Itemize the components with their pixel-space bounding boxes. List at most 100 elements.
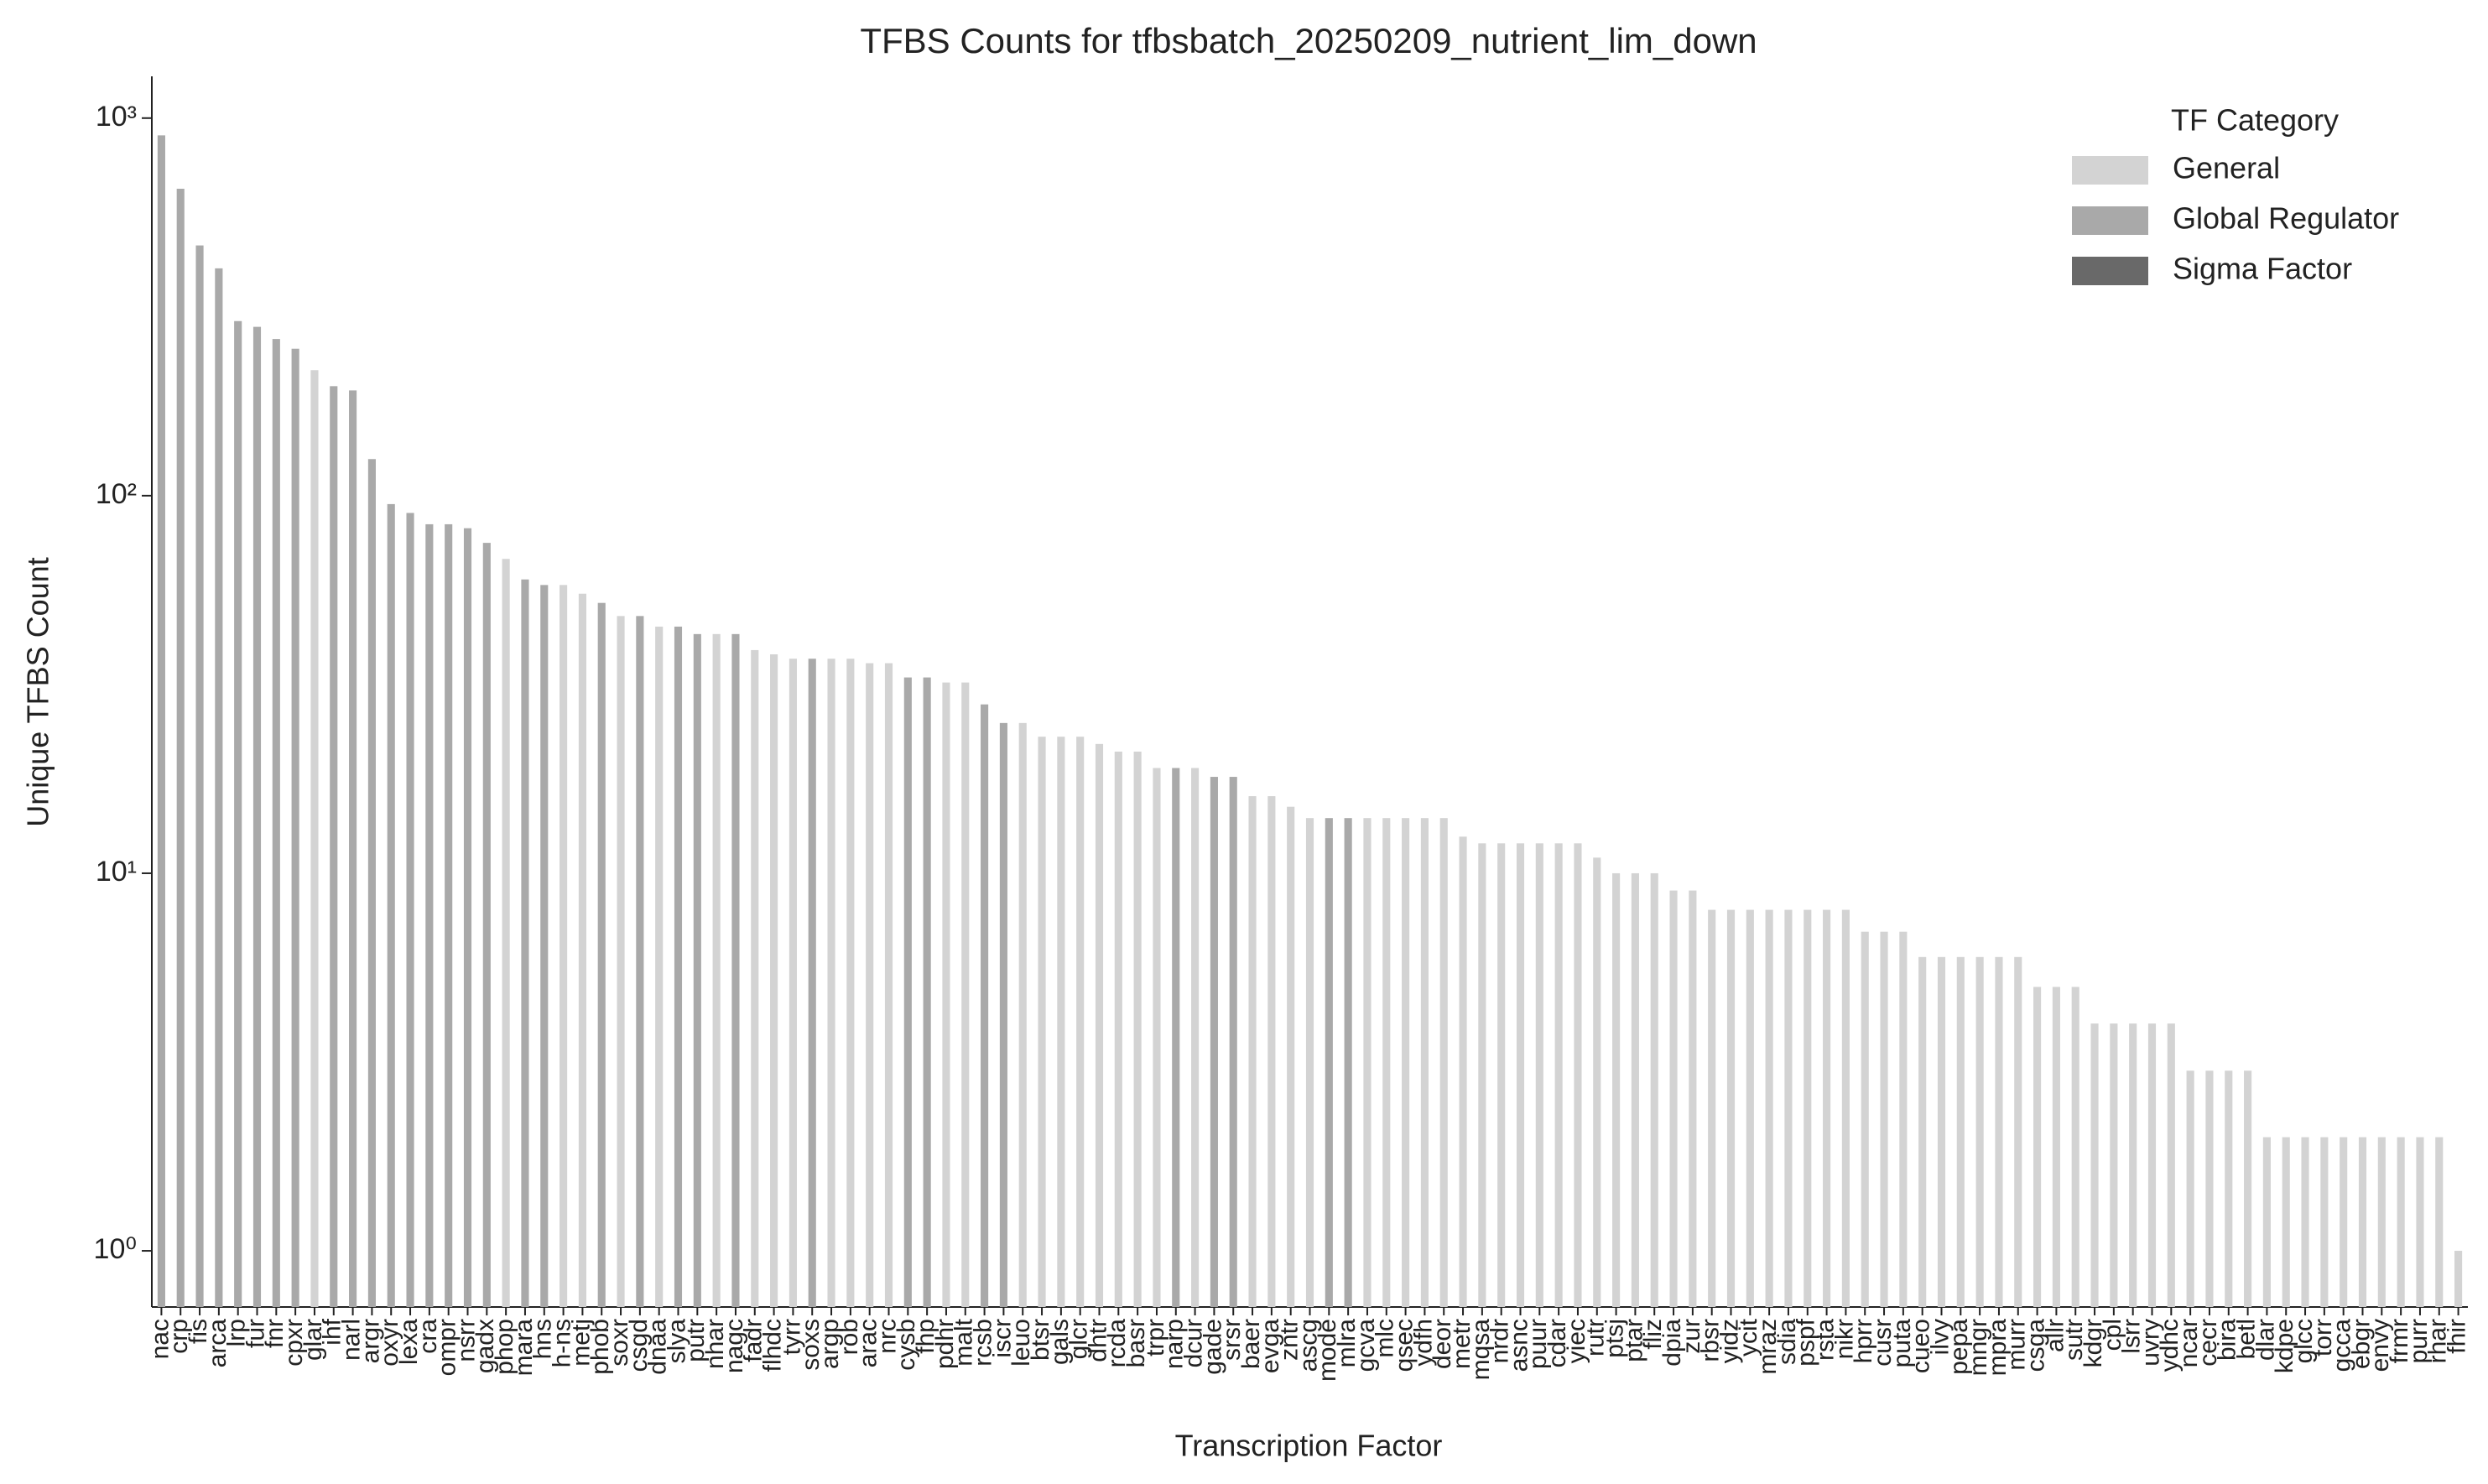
bar [1899,931,1908,1307]
bar [1267,796,1276,1307]
bar [751,649,759,1307]
x-tick-label: qsec [1391,1319,1418,1372]
bar [808,659,816,1307]
bar [1382,818,1391,1307]
x-tick-label: uvry [2137,1319,2164,1367]
bar [425,523,434,1307]
bar [1823,909,1831,1307]
bar [2071,987,2079,1307]
bar [1363,818,1372,1307]
bar [176,188,185,1308]
chart-title: TFBS Counts for tfbsbatch_20250209_nutri… [860,21,1757,60]
bar [1076,737,1085,1307]
x-tick-label: ycit [1735,1318,1762,1356]
bar [1574,843,1582,1307]
bar [1057,737,1065,1307]
x-tick-label: phob [586,1319,614,1375]
bar [1018,722,1027,1307]
bar [1439,818,1448,1307]
x-tick-label: basr [1122,1319,1150,1367]
bar [1305,818,1314,1307]
bar [693,633,701,1307]
bar [1153,768,1161,1307]
x-tick-label: nsrr [452,1319,480,1362]
x-tick-label: yidz [1715,1319,1743,1363]
bar [884,663,893,1307]
x-tick-label: rsta [1812,1319,1840,1361]
bar [961,682,970,1307]
bar [1459,836,1467,1307]
bar [502,559,510,1307]
bar [999,722,1007,1307]
x-tick-label: allr [2041,1319,2069,1352]
bar [1765,909,1773,1307]
x-tick-label: pspf [1793,1318,1820,1366]
x-tick-label: sdia [1773,1319,1801,1365]
bar [1880,931,1888,1307]
x-tick-label: srsr [1218,1319,1246,1361]
x-tick-label: cra [414,1319,442,1354]
x-tick-label: rcda [1103,1319,1131,1368]
x-tick-label: nhar [701,1319,729,1369]
x-tick-label: glcc [2290,1319,2318,1363]
bar [2167,1023,2175,1307]
bar [2244,1070,2252,1307]
x-tick-label: glar [299,1319,327,1361]
x-tick-label: ascg [1294,1319,1322,1372]
x-tick-label: fis [185,1319,212,1344]
bar [1554,843,1563,1307]
bar [1746,909,1754,1307]
x-tick-label: ptsj [1601,1319,1629,1358]
bar [1669,890,1678,1307]
bar [482,543,491,1307]
x-tick-label: slya [663,1319,690,1364]
bar [2320,1137,2329,1307]
bar [2358,1137,2367,1307]
x-tick-label: mlra [1333,1319,1361,1368]
bar [2110,1023,2118,1307]
x-tick-label: rbsr [1697,1319,1725,1362]
bar [2147,1023,2157,1307]
bar [1708,909,1716,1307]
x-tick-label: ilvy [1926,1319,1954,1355]
bar [1975,956,1984,1307]
bar [560,585,568,1307]
bar [1804,909,1812,1307]
bar [157,135,165,1308]
x-tick-label: gcva [1352,1319,1380,1372]
x-axis-label: Transcription Factor [1175,1429,1443,1463]
y-tick-label: 10¹ [96,856,137,888]
bar [445,523,453,1307]
bar [866,663,874,1307]
bar [2205,1070,2214,1307]
x-tick-label: cusr [1869,1319,1897,1367]
bar [2397,1137,2405,1307]
x-tick-label: ncar [2175,1319,2203,1367]
bar [903,677,912,1307]
x-tick-label: pepa [1945,1319,1973,1375]
x-tick-label: zur [1678,1319,1705,1354]
bar [1612,872,1621,1307]
x-tick-label: narl [338,1319,366,1361]
bar [1861,931,1869,1307]
bar [2186,1070,2194,1307]
x-tick-label: kdpe [2271,1319,2298,1373]
x-tick-label: crp [165,1319,193,1354]
x-tick-label: nrc [873,1319,901,1354]
x-tick-label: fhp [912,1319,940,1354]
bar [1784,909,1793,1307]
x-tick-label: csgd [625,1319,653,1372]
bar [195,245,204,1307]
x-tick-label: lsrr [2118,1319,2146,1354]
x-tick-label: murr [2003,1319,2031,1371]
x-tick-label: fliz [1639,1319,1667,1350]
x-tick-label: envy [2366,1319,2394,1372]
bar [846,659,855,1307]
y-tick-label: 10² [96,478,137,510]
bar [387,503,395,1307]
bar [2052,987,2060,1307]
x-tick-label: dpia [1658,1319,1686,1367]
x-tick-label: csga [2022,1319,2050,1372]
bar [636,616,644,1307]
bar [731,633,740,1307]
